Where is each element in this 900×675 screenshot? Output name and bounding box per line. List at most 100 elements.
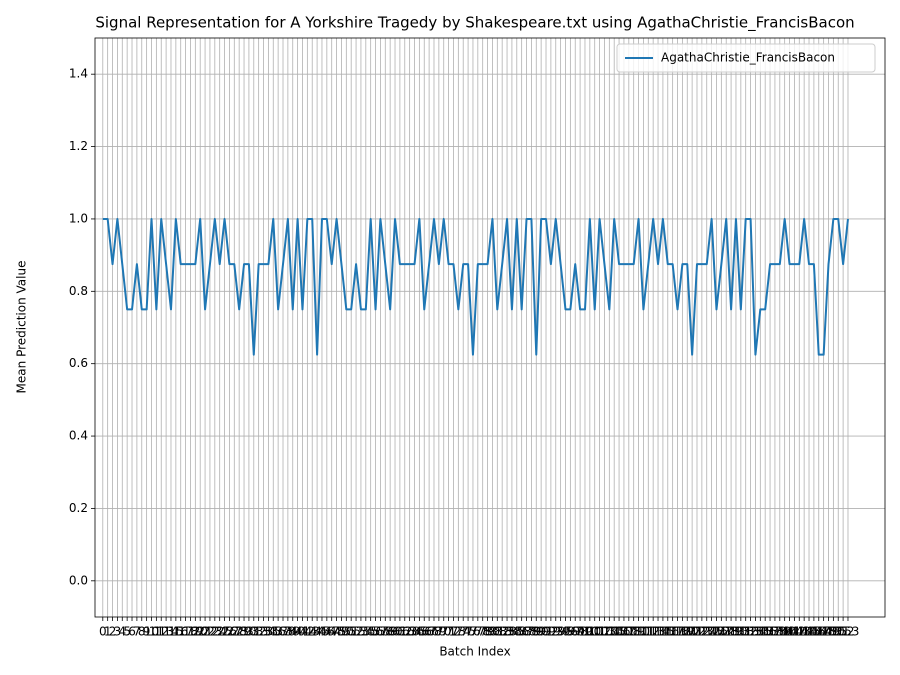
x-tick-label: 88 — [524, 625, 539, 639]
x-tick-label: 24 — [212, 625, 227, 639]
x-tick-label: 14 — [163, 625, 178, 639]
x-tick-label: 78 — [475, 625, 490, 639]
x-tick-label: 28 — [232, 625, 247, 639]
x-tick-label: 127 — [710, 625, 733, 639]
x-tick-label: 44 — [309, 625, 324, 639]
x-tick-label: 8 — [138, 625, 146, 639]
x-tick-label: 59 — [383, 625, 398, 639]
x-tick-label: 72 — [446, 625, 461, 639]
x-tick-label: 119 — [671, 625, 694, 639]
x-tick-label: 63 — [402, 625, 417, 639]
x-tick-label: 99 — [577, 625, 592, 639]
x-tick-label: 76 — [465, 625, 480, 639]
x-tick-label: 143 — [788, 625, 811, 639]
y-tick-label: 1.4 — [69, 67, 88, 81]
x-axis-label: Batch Index — [439, 645, 510, 659]
y-axis-label: Mean Prediction Value — [15, 261, 29, 394]
x-tick-label: 113 — [642, 625, 665, 639]
x-tick-label: 23 — [207, 625, 222, 639]
y-tick-label: 1.0 — [69, 211, 88, 225]
x-tick-label: 70 — [436, 625, 451, 639]
x-tick-label: 124 — [695, 625, 718, 639]
x-tick-label: 40 — [290, 625, 305, 639]
y-tick-label: 0.6 — [69, 356, 88, 370]
x-tick-label: 139 — [768, 625, 791, 639]
x-tick-label: 62 — [397, 625, 412, 639]
x-tick-label: 68 — [426, 625, 441, 639]
x-tick-label: 118 — [666, 625, 689, 639]
x-tick-label: 111 — [632, 625, 655, 639]
x-tick-label: 47 — [324, 625, 339, 639]
x-tick-label: 50 — [339, 625, 354, 639]
x-tick-label: 4 — [118, 625, 126, 639]
x-tick-label: 149 — [817, 625, 840, 639]
x-tick-label: 71 — [441, 625, 456, 639]
x-tick-label: 29 — [236, 625, 251, 639]
x-tick-label: 133 — [739, 625, 762, 639]
x-tick-label: 16 — [173, 625, 188, 639]
x-tick-label: 90 — [533, 625, 548, 639]
x-tick-label: 2 — [109, 625, 117, 639]
line-series — [102, 217, 849, 356]
x-tick-label: 13 — [158, 625, 173, 639]
x-tick-label: 130 — [725, 625, 748, 639]
x-tick-label: 144 — [793, 625, 816, 639]
x-tick-label: 109 — [622, 625, 645, 639]
x-tick-label: 128 — [715, 625, 738, 639]
plot-frame — [94, 37, 886, 618]
x-tick-label: 81 — [490, 625, 505, 639]
x-tick-label: 41 — [295, 625, 310, 639]
x-tick-label: 34 — [261, 625, 276, 639]
x-tick-label: 115 — [651, 625, 674, 639]
y-tick-label: 0.8 — [69, 284, 88, 298]
x-tick-label: 3 — [114, 625, 122, 639]
x-tick-label: 26 — [222, 625, 237, 639]
x-tick-label: 33 — [256, 625, 271, 639]
x-tick-label: 66 — [417, 625, 432, 639]
x-tick-label: 85 — [509, 625, 524, 639]
x-tick-label: 52 — [348, 625, 363, 639]
x-tick-label: 138 — [763, 625, 786, 639]
x-tick-label: 135 — [749, 625, 772, 639]
x-tick-label: 74 — [456, 625, 471, 639]
x-tick-label: 86 — [514, 625, 529, 639]
x-tick-label: 75 — [460, 625, 475, 639]
legend-label: AgathaChristie_FrancisBacon — [661, 51, 835, 65]
x-tick-label: 18 — [183, 625, 198, 639]
x-tick-label: 145 — [798, 625, 821, 639]
x-tick-label: 98 — [572, 625, 587, 639]
x-tick-label: 108 — [617, 625, 640, 639]
x-tick-label: 123 — [690, 625, 713, 639]
x-tick-label: 150 — [822, 625, 845, 639]
x-tick-label: 92 — [543, 625, 558, 639]
x-tick-label: 49 — [334, 625, 349, 639]
x-tick-label: 58 — [378, 625, 393, 639]
x-tick-label: 30 — [241, 625, 256, 639]
x-tick-label: 22 — [202, 625, 217, 639]
x-tick-label: 77 — [470, 625, 485, 639]
x-tick-label: 15 — [168, 625, 183, 639]
x-tick-label: 100 — [578, 625, 601, 639]
x-tick-label: 19 — [188, 625, 203, 639]
x-tick-label: 67 — [421, 625, 436, 639]
x-tick-label: 79 — [480, 625, 495, 639]
x-tick-label: 64 — [407, 625, 422, 639]
x-tick-label: 32 — [251, 625, 266, 639]
x-tick-label: 110 — [627, 625, 650, 639]
x-tick-label: 48 — [329, 625, 344, 639]
x-tick-label: 94 — [553, 625, 568, 639]
x-tick-label: 25 — [217, 625, 232, 639]
x-tick-label: 65 — [412, 625, 427, 639]
x-tick-label: 147 — [807, 625, 830, 639]
x-tick-label: 117 — [661, 625, 684, 639]
x-tick-label: 55 — [363, 625, 378, 639]
x-tick-label: 93 — [548, 625, 563, 639]
x-tick-label: 17 — [178, 625, 193, 639]
x-tick-label: 91 — [538, 625, 553, 639]
x-tick-label: 11 — [149, 625, 164, 639]
x-tick-label: 105 — [603, 625, 626, 639]
x-tick-label: 97 — [568, 625, 583, 639]
y-tick-label: 1.2 — [69, 139, 88, 153]
x-tick-label: 5 — [123, 625, 131, 639]
